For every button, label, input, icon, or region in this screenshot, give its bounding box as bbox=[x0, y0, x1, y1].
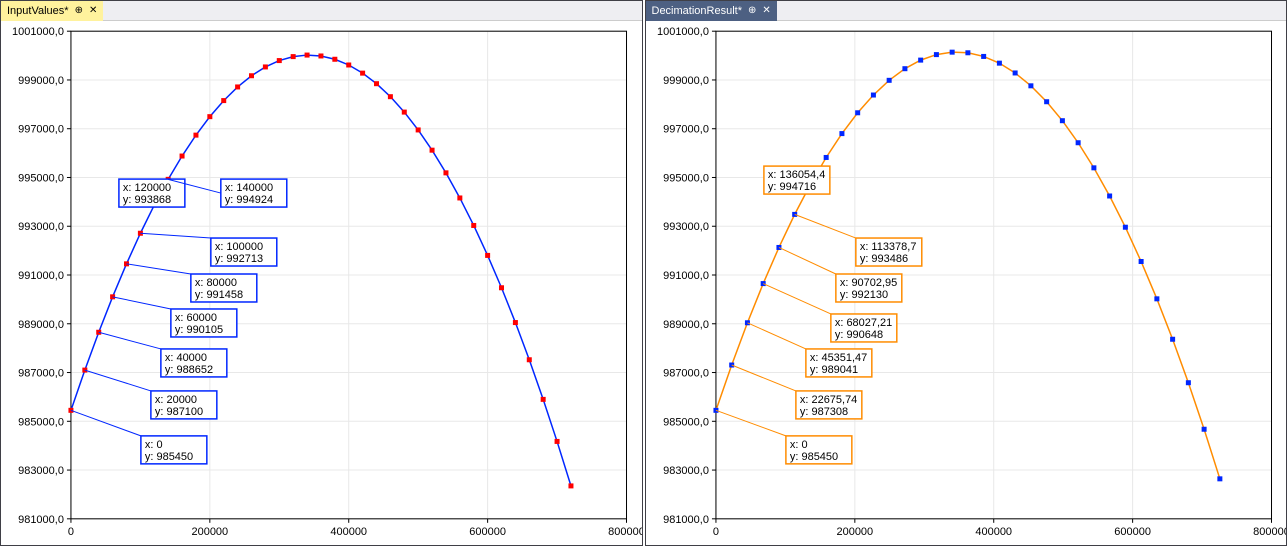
svg-text:y: 985450: y: 985450 bbox=[789, 451, 837, 463]
svg-text:999000,0: 999000,0 bbox=[18, 75, 64, 87]
svg-text:x: 80000: x: 80000 bbox=[195, 277, 237, 289]
pin-icon[interactable]: ⊕ bbox=[75, 5, 83, 16]
right-tab-bar: DecimationResult* ⊕ ✕ bbox=[646, 1, 1287, 21]
svg-text:995000,0: 995000,0 bbox=[663, 172, 709, 184]
left-panel: InputValues* ⊕ ✕ 981000,0 983000,0 985000,… bbox=[0, 0, 643, 546]
svg-text:995000,0: 995000,0 bbox=[18, 172, 64, 184]
close-icon[interactable]: ✕ bbox=[89, 5, 97, 16]
pin-icon[interactable]: ⊕ bbox=[748, 5, 756, 16]
svg-text:0: 0 bbox=[712, 526, 718, 538]
right-chart-area: 981000,0 983000,0 985000,0 987000,0 989000,0… bbox=[646, 21, 1287, 545]
svg-text:989000,0: 989000,0 bbox=[18, 319, 64, 331]
svg-text:985000,0: 985000,0 bbox=[18, 416, 64, 428]
svg-text:y: 987100: y: 987100 bbox=[155, 406, 203, 418]
svg-text:600000: 600000 bbox=[469, 526, 506, 538]
svg-text:x: 90702,95: x: 90702,95 bbox=[839, 277, 896, 289]
svg-text:x: 0: x: 0 bbox=[789, 439, 807, 451]
svg-text:y: 994924: y: 994924 bbox=[225, 194, 273, 206]
svg-text:y: 987308: y: 987308 bbox=[799, 406, 847, 418]
close-icon[interactable]: ✕ bbox=[762, 5, 770, 16]
svg-text:y: 992713: y: 992713 bbox=[215, 253, 263, 265]
svg-text:985000,0: 985000,0 bbox=[663, 416, 709, 428]
svg-text:y: 994716: y: 994716 bbox=[767, 181, 815, 193]
svg-text:1001000,0: 1001000,0 bbox=[12, 26, 64, 38]
right-panel: DecimationResult* ⊕ ✕ 981000,0983000,098… bbox=[645, 0, 1287, 546]
svg-text:x: 68027,21: x: 68027,21 bbox=[834, 317, 891, 329]
svg-text:x: 100000: x: 100000 bbox=[215, 241, 263, 253]
svg-text:y: 985450: y: 985450 bbox=[145, 451, 193, 463]
svg-text:997000,0: 997000,0 bbox=[18, 124, 64, 136]
svg-text:987000,0: 987000,0 bbox=[18, 368, 64, 380]
svg-text:981000,0: 981000,0 bbox=[18, 514, 64, 526]
svg-text:800000: 800000 bbox=[1253, 526, 1286, 538]
svg-text:983000,0: 983000,0 bbox=[663, 465, 709, 477]
svg-text:983000,0: 983000,0 bbox=[18, 465, 64, 477]
left-chart-svg: 981000,0 983000,0 985000,0 987000,0 989000,0… bbox=[1, 21, 642, 545]
svg-text:400000: 400000 bbox=[330, 526, 367, 538]
svg-text:991000,0: 991000,0 bbox=[663, 270, 709, 282]
svg-text:0: 0 bbox=[68, 526, 74, 538]
svg-text:y: 993868: y: 993868 bbox=[123, 194, 171, 206]
svg-text:y: 989041: y: 989041 bbox=[809, 364, 857, 376]
svg-text:200000: 200000 bbox=[836, 526, 873, 538]
svg-text:y: 992130: y: 992130 bbox=[839, 289, 887, 301]
svg-text:999000,0: 999000,0 bbox=[663, 75, 709, 87]
right-chart-svg: 981000,0 983000,0 985000,0 987000,0 989000,0… bbox=[646, 21, 1287, 545]
right-tab[interactable]: DecimationResult* ⊕ ✕ bbox=[646, 1, 777, 21]
svg-text:400000: 400000 bbox=[975, 526, 1012, 538]
svg-text:800000: 800000 bbox=[608, 526, 641, 538]
svg-text:x: 20000: x: 20000 bbox=[155, 394, 197, 406]
svg-text:x: 120000: x: 120000 bbox=[123, 182, 171, 194]
right-tab-title: DecimationResult* bbox=[652, 5, 742, 17]
svg-text:y: 993486: y: 993486 bbox=[859, 253, 907, 265]
svg-text:993000,0: 993000,0 bbox=[663, 221, 709, 233]
left-tab[interactable]: InputValues* ⊕ ✕ bbox=[1, 1, 103, 21]
left-tab-title: InputValues* bbox=[7, 5, 69, 17]
svg-text:600000: 600000 bbox=[1114, 526, 1151, 538]
svg-text:1001000,0: 1001000,0 bbox=[657, 26, 709, 38]
left-tab-bar: InputValues* ⊕ ✕ bbox=[1, 1, 642, 21]
svg-text:989000,0: 989000,0 bbox=[663, 319, 709, 331]
svg-text:981000,0: 981000,0 bbox=[663, 514, 709, 526]
svg-text:x: 113378,7: x: 113378,7 bbox=[859, 241, 916, 253]
svg-text:x: 60000: x: 60000 bbox=[175, 312, 217, 324]
app-container: InputValues* ⊕ ✕ 981000,0 983000,0 985000,… bbox=[0, 0, 1287, 546]
svg-text:200000: 200000 bbox=[192, 526, 229, 538]
svg-text:y: 988652: y: 988652 bbox=[165, 364, 213, 376]
svg-text:x: 40000: x: 40000 bbox=[165, 352, 207, 364]
svg-text:987000,0: 987000,0 bbox=[663, 368, 709, 380]
svg-text:y: 990648: y: 990648 bbox=[834, 329, 882, 341]
svg-text:x: 22675,74: x: 22675,74 bbox=[799, 394, 856, 406]
svg-text:997000,0: 997000,0 bbox=[663, 124, 709, 136]
svg-text:991000,0: 991000,0 bbox=[18, 270, 64, 282]
svg-text:x: 136054,4: x: 136054,4 bbox=[767, 169, 824, 181]
svg-text:x: 0: x: 0 bbox=[145, 439, 163, 451]
svg-text:x: 45351,47: x: 45351,47 bbox=[809, 352, 866, 364]
svg-text:y: 991458: y: 991458 bbox=[195, 289, 243, 301]
left-chart-area: 981000,0 983000,0 985000,0 987000,0 989000,0… bbox=[1, 21, 642, 545]
svg-text:x: 140000: x: 140000 bbox=[225, 182, 273, 194]
svg-text:y: 990105: y: 990105 bbox=[175, 324, 223, 336]
svg-text:993000,0: 993000,0 bbox=[18, 221, 64, 233]
